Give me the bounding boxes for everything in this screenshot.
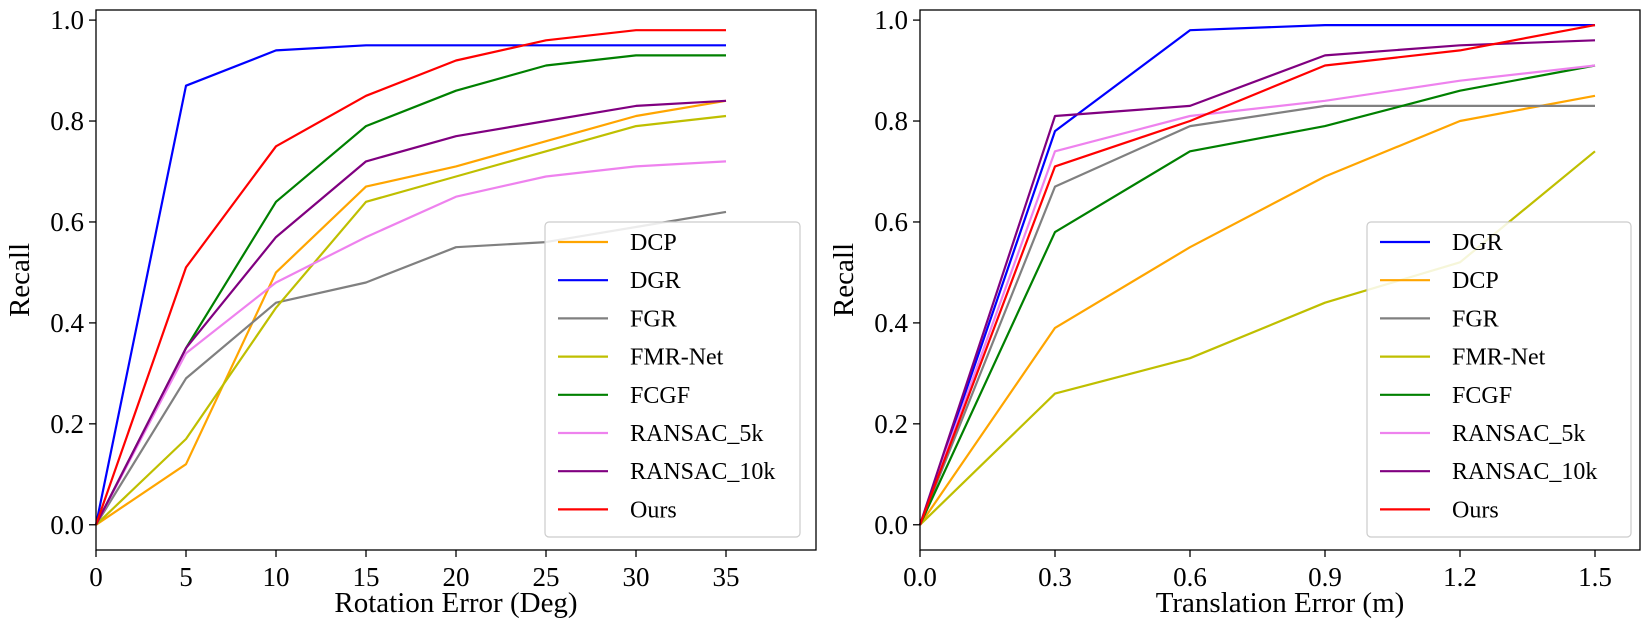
x-tick-label: 0.6 [1173,562,1207,592]
y-tick-label: 0.0 [874,510,908,540]
legend-label: DCP [1452,268,1499,294]
legend-label: RANSAC_5k [1452,421,1585,447]
legend-box [1366,221,1632,538]
legend-label: FGR [630,306,677,332]
series-line-ransac-10k [918,39,1596,526]
legend: DCP DGR FGR FMR-Net FCGF RANSAC_5k RANSAC_10k O… [544,221,801,538]
translation-error-chart: 0.0 0.3 0.6 0.9 1.2 1.5 0.0 0.2 0.4 0.6 0.8 1.0 Tran… [828,5,1641,619]
y-tick-label: 0.8 [50,106,84,136]
y-tick-label: 0.8 [874,106,908,136]
y-tick-label: 1.0 [874,5,908,35]
series-line-dcp [95,99,727,526]
legend: DGR DCP FGR FMR-Net FCGF RANSAC_5k RANSAC_10k O… [1366,221,1632,538]
x-axis-title: Translation Error (m) [1156,587,1405,619]
y-tick-label: 0.6 [50,207,84,237]
x-tick-label: 5 [179,562,193,592]
y-axis-title: Recall [828,243,860,317]
legend-label: DCP [630,230,677,256]
x-tick-label: 1.5 [1578,562,1612,592]
x-tick-label: 0.9 [1308,562,1342,592]
x-tick-label: 0.0 [903,562,937,592]
series-line-dgr [918,24,1595,526]
legend-label: FCGF [1452,383,1512,409]
x-tick-label: 20 [443,562,470,592]
legend-label: FMR-Net [1452,345,1546,371]
x-axis-title: Rotation Error (Deg) [334,587,577,619]
y-tick-label: 0.6 [874,207,908,237]
y-tick-label: 0.4 [874,308,908,338]
y-tick-label: 0.0 [50,510,84,540]
legend-label: FMR-Net [630,345,724,371]
series-line-dgr [94,44,726,526]
x-tick-label: 15 [353,562,380,592]
series-line-fgr [918,104,1595,526]
legend-label: DGR [630,268,681,294]
legend-label: RANSAC_5k [630,421,763,447]
x-tick-label: 25 [533,562,560,592]
x-tick-label: 10 [263,562,290,592]
series-line-ransac-5k [918,64,1596,526]
y-tick-label: 0.2 [50,409,84,439]
series-line-ransac-5k [95,160,727,526]
y-tick-label: 0.2 [874,409,908,439]
legend-label: Ours [1452,497,1499,523]
series-line-fcgf [95,54,726,526]
y-tick-label: 1.0 [50,5,84,35]
series-line-ours [918,24,1596,526]
legend-label: DGR [1452,230,1503,256]
x-tick-label: 30 [623,562,650,592]
legend-label: FCGF [630,383,690,409]
legend-box [544,221,801,538]
rotation-error-chart: 0 5 10 15 20 25 30 35 0.0 0.2 0.4 0.6 0.8 1.0 Rotation… [4,5,817,619]
plot-frame [919,9,1641,551]
y-tick-label: 0.4 [50,308,84,338]
legend-label: Ours [630,497,677,523]
series-line-ours [94,29,726,526]
series-line-fcgf [919,64,1596,526]
legend-label: RANSAC_10k [630,459,775,485]
x-tick-label: 0 [89,562,103,592]
y-axis-title: Recall [4,243,36,317]
x-tick-label: 35 [713,562,740,592]
series-line-ransac-10k [95,99,727,526]
series-line-dcp [919,94,1596,526]
x-tick-label: 0.3 [1038,562,1072,592]
series-line-fmr-net [95,114,727,526]
legend-label: RANSAC_10k [1452,459,1597,485]
legend-label: FGR [1452,306,1499,332]
x-tick-label: 1.2 [1443,562,1477,592]
